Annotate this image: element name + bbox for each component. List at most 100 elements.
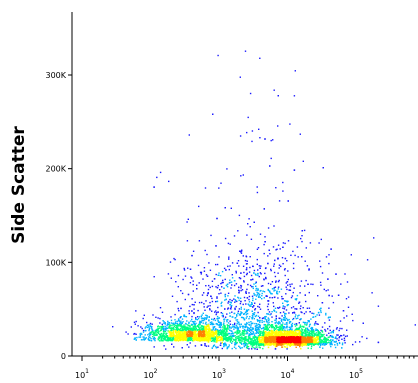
data-point <box>209 321 212 324</box>
data-point <box>302 343 304 346</box>
data-point <box>242 303 244 306</box>
data-point <box>310 335 313 338</box>
data-point <box>263 332 265 334</box>
data-point <box>247 116 249 119</box>
data-point <box>208 326 210 328</box>
data-point <box>309 332 311 335</box>
data-point <box>186 221 188 223</box>
data-point <box>159 171 162 174</box>
data-point <box>254 339 256 341</box>
data-point <box>256 341 259 344</box>
data-point <box>134 332 136 335</box>
data-point <box>258 338 260 340</box>
data-point <box>261 343 263 345</box>
data-point <box>288 331 291 333</box>
data-point <box>265 331 267 333</box>
data-point <box>181 331 183 334</box>
data-point <box>219 322 222 324</box>
data-point <box>211 310 213 312</box>
data-point <box>227 319 229 321</box>
data-point <box>302 307 304 309</box>
data-point <box>315 321 317 323</box>
data-point <box>175 330 177 332</box>
data-point <box>202 335 204 337</box>
data-point <box>287 270 289 272</box>
data-point <box>185 322 187 325</box>
data-point <box>248 304 250 306</box>
data-point <box>229 329 231 331</box>
data-point <box>291 330 293 333</box>
data-point <box>177 338 179 340</box>
data-point <box>282 181 284 184</box>
data-point <box>297 317 299 319</box>
data-point <box>255 281 257 283</box>
data-point <box>158 337 160 339</box>
data-point <box>248 301 251 303</box>
data-point <box>168 335 170 337</box>
data-point <box>373 237 375 239</box>
data-point <box>257 340 259 342</box>
data-point <box>188 310 190 312</box>
data-point <box>221 312 224 315</box>
data-point <box>225 336 228 339</box>
data-point <box>250 321 252 323</box>
data-point <box>328 336 331 338</box>
data-point <box>222 331 224 333</box>
data-point <box>195 338 197 341</box>
data-point <box>183 326 185 328</box>
data-point <box>214 336 216 338</box>
data-point <box>200 317 203 319</box>
data-point <box>252 313 254 315</box>
data-point <box>257 311 259 314</box>
data-point <box>200 315 202 317</box>
data-point <box>281 334 283 337</box>
data-point <box>299 335 301 337</box>
data-point <box>236 327 238 330</box>
data-point <box>212 113 214 115</box>
data-point <box>203 328 205 331</box>
data-point <box>237 331 239 333</box>
data-point <box>296 328 298 331</box>
data-point <box>194 301 196 303</box>
data-point <box>188 331 190 333</box>
data-point <box>219 339 222 341</box>
data-point <box>226 338 229 341</box>
data-point <box>226 334 229 336</box>
data-point <box>292 317 295 320</box>
data-point <box>244 339 246 341</box>
data-point <box>251 327 254 329</box>
data-point <box>270 330 272 332</box>
data-point <box>268 290 271 292</box>
data-point <box>334 337 336 339</box>
data-point <box>173 257 175 260</box>
data-point <box>278 336 280 338</box>
data-point <box>134 337 136 339</box>
data-point <box>264 325 267 328</box>
data-point <box>261 298 263 300</box>
data-point <box>242 255 244 257</box>
data-point <box>284 242 286 245</box>
data-point <box>242 337 244 339</box>
data-point <box>322 347 324 349</box>
data-point <box>320 341 323 344</box>
data-point <box>160 327 162 330</box>
data-point <box>244 300 246 302</box>
data-point <box>112 326 114 328</box>
data-point <box>226 320 228 323</box>
data-point <box>312 336 315 338</box>
data-point <box>249 327 251 330</box>
data-point <box>186 320 188 322</box>
data-point <box>238 323 241 326</box>
data-point <box>258 265 261 267</box>
data-point <box>222 325 224 328</box>
data-point <box>227 328 229 330</box>
data-point <box>241 347 243 349</box>
data-point <box>206 316 208 318</box>
data-point <box>281 333 283 335</box>
data-point <box>273 329 276 332</box>
data-point <box>202 317 204 320</box>
data-point <box>211 285 214 288</box>
data-point <box>224 308 226 310</box>
data-point <box>149 334 151 337</box>
data-point <box>312 334 314 337</box>
